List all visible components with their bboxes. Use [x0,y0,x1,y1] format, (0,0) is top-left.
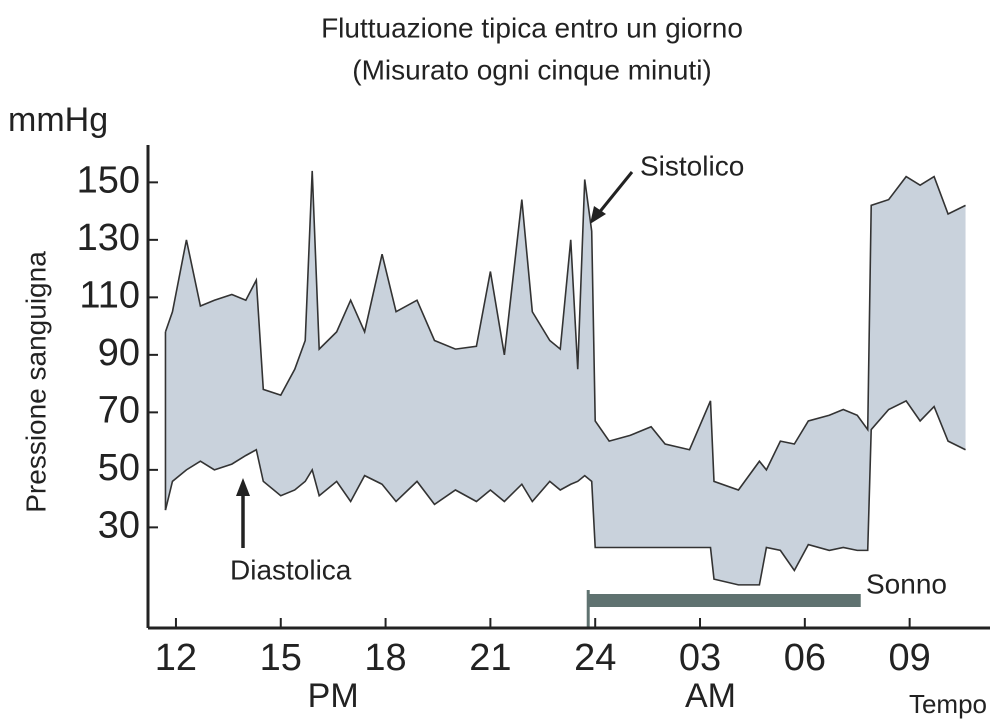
y-tick-label: 130 [77,217,140,259]
x-tick-label: 18 [364,637,406,679]
arrow-head [590,206,606,224]
x-tick-label: 21 [469,637,511,679]
arrow-head [236,478,250,496]
x-tick-label: 09 [889,637,931,679]
series-annotation: Sistolico [640,150,744,181]
annotation-arrow [596,171,634,215]
y-tick-label: 150 [77,159,140,201]
x-group-label: PM [308,677,359,715]
x-tick-label: 03 [679,637,721,679]
sleep-bar [588,594,861,607]
series-line [164,399,966,586]
chart-title: Fluttuazione tipica entro un giorno [321,12,743,43]
x-tick-label: 12 [155,637,197,679]
x-tick-label: 24 [574,637,616,679]
x-tick-label: 06 [784,637,826,679]
x-tick-label: 15 [260,637,302,679]
series-line [164,170,966,491]
y-tick-label: 110 [79,274,140,316]
range-fill [165,170,966,585]
y-tick-label: 30 [98,504,140,546]
x-group-label: AM [685,677,736,715]
series-annotation: Diastolica [230,554,352,585]
x-axis-label: Tempo [909,689,987,719]
y-axis-label: Pressione sanguigna [20,251,51,513]
chart-subtitle: (Misurato ogni cinque minuti) [352,54,712,85]
y-unit: mmHg [8,101,108,139]
plot: Sonno 30 50 70 90 110 130 150 12 15 18 21 24 03 06 09 PM… [77,145,990,715]
y-tick-label: 90 [98,332,140,374]
sleep-label: Sonno [866,568,947,599]
y-tick-label: 70 [98,389,140,431]
y-tick-label: 50 [98,447,140,489]
